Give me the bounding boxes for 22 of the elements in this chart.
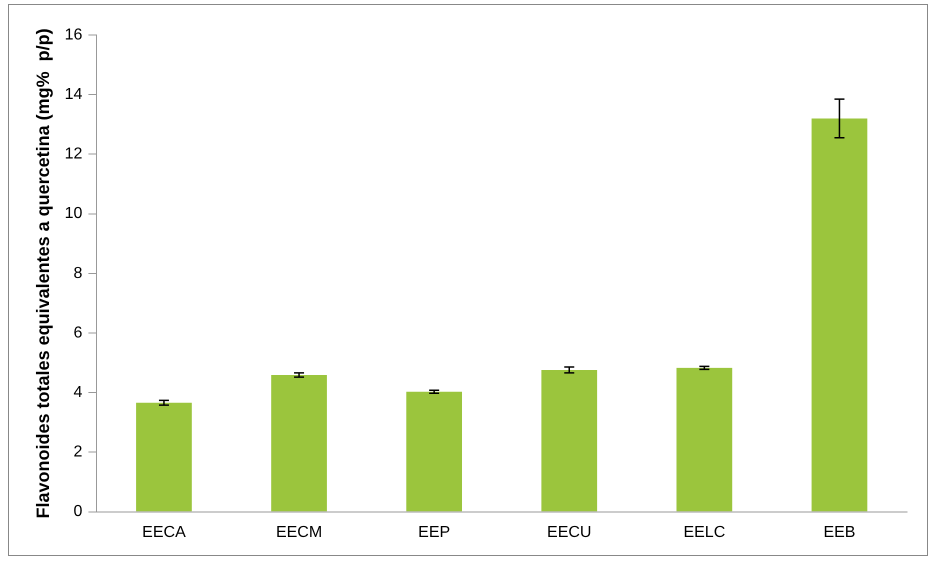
bar [136,402,192,512]
x-tick-label: EECU [547,524,592,541]
bar [812,118,868,512]
y-tick-label: 16 [64,26,82,44]
y-tick-label: 0 [73,503,82,520]
y-axis-title: Flavonoides totales equivalentes a quercetina (mg% p/p) [32,28,53,518]
y-tick-label: 14 [64,86,82,104]
y-tick-label: 2 [73,444,82,461]
x-tick-label: EELC [683,524,726,541]
y-tick-label: 4 [73,384,82,402]
bar [406,392,462,512]
y-tick-label: 8 [73,264,82,282]
x-tick-label: EEB [823,524,856,541]
bar [541,370,598,512]
bar [676,368,732,512]
x-tick-label: EECM [276,524,322,541]
y-tick-label: 10 [64,205,82,222]
bar [271,375,327,512]
y-tick-label: 6 [73,324,82,342]
y-tick-label: 12 [64,146,82,163]
x-tick-label: EEP [418,524,450,541]
x-tick-label: EECA [142,524,186,541]
